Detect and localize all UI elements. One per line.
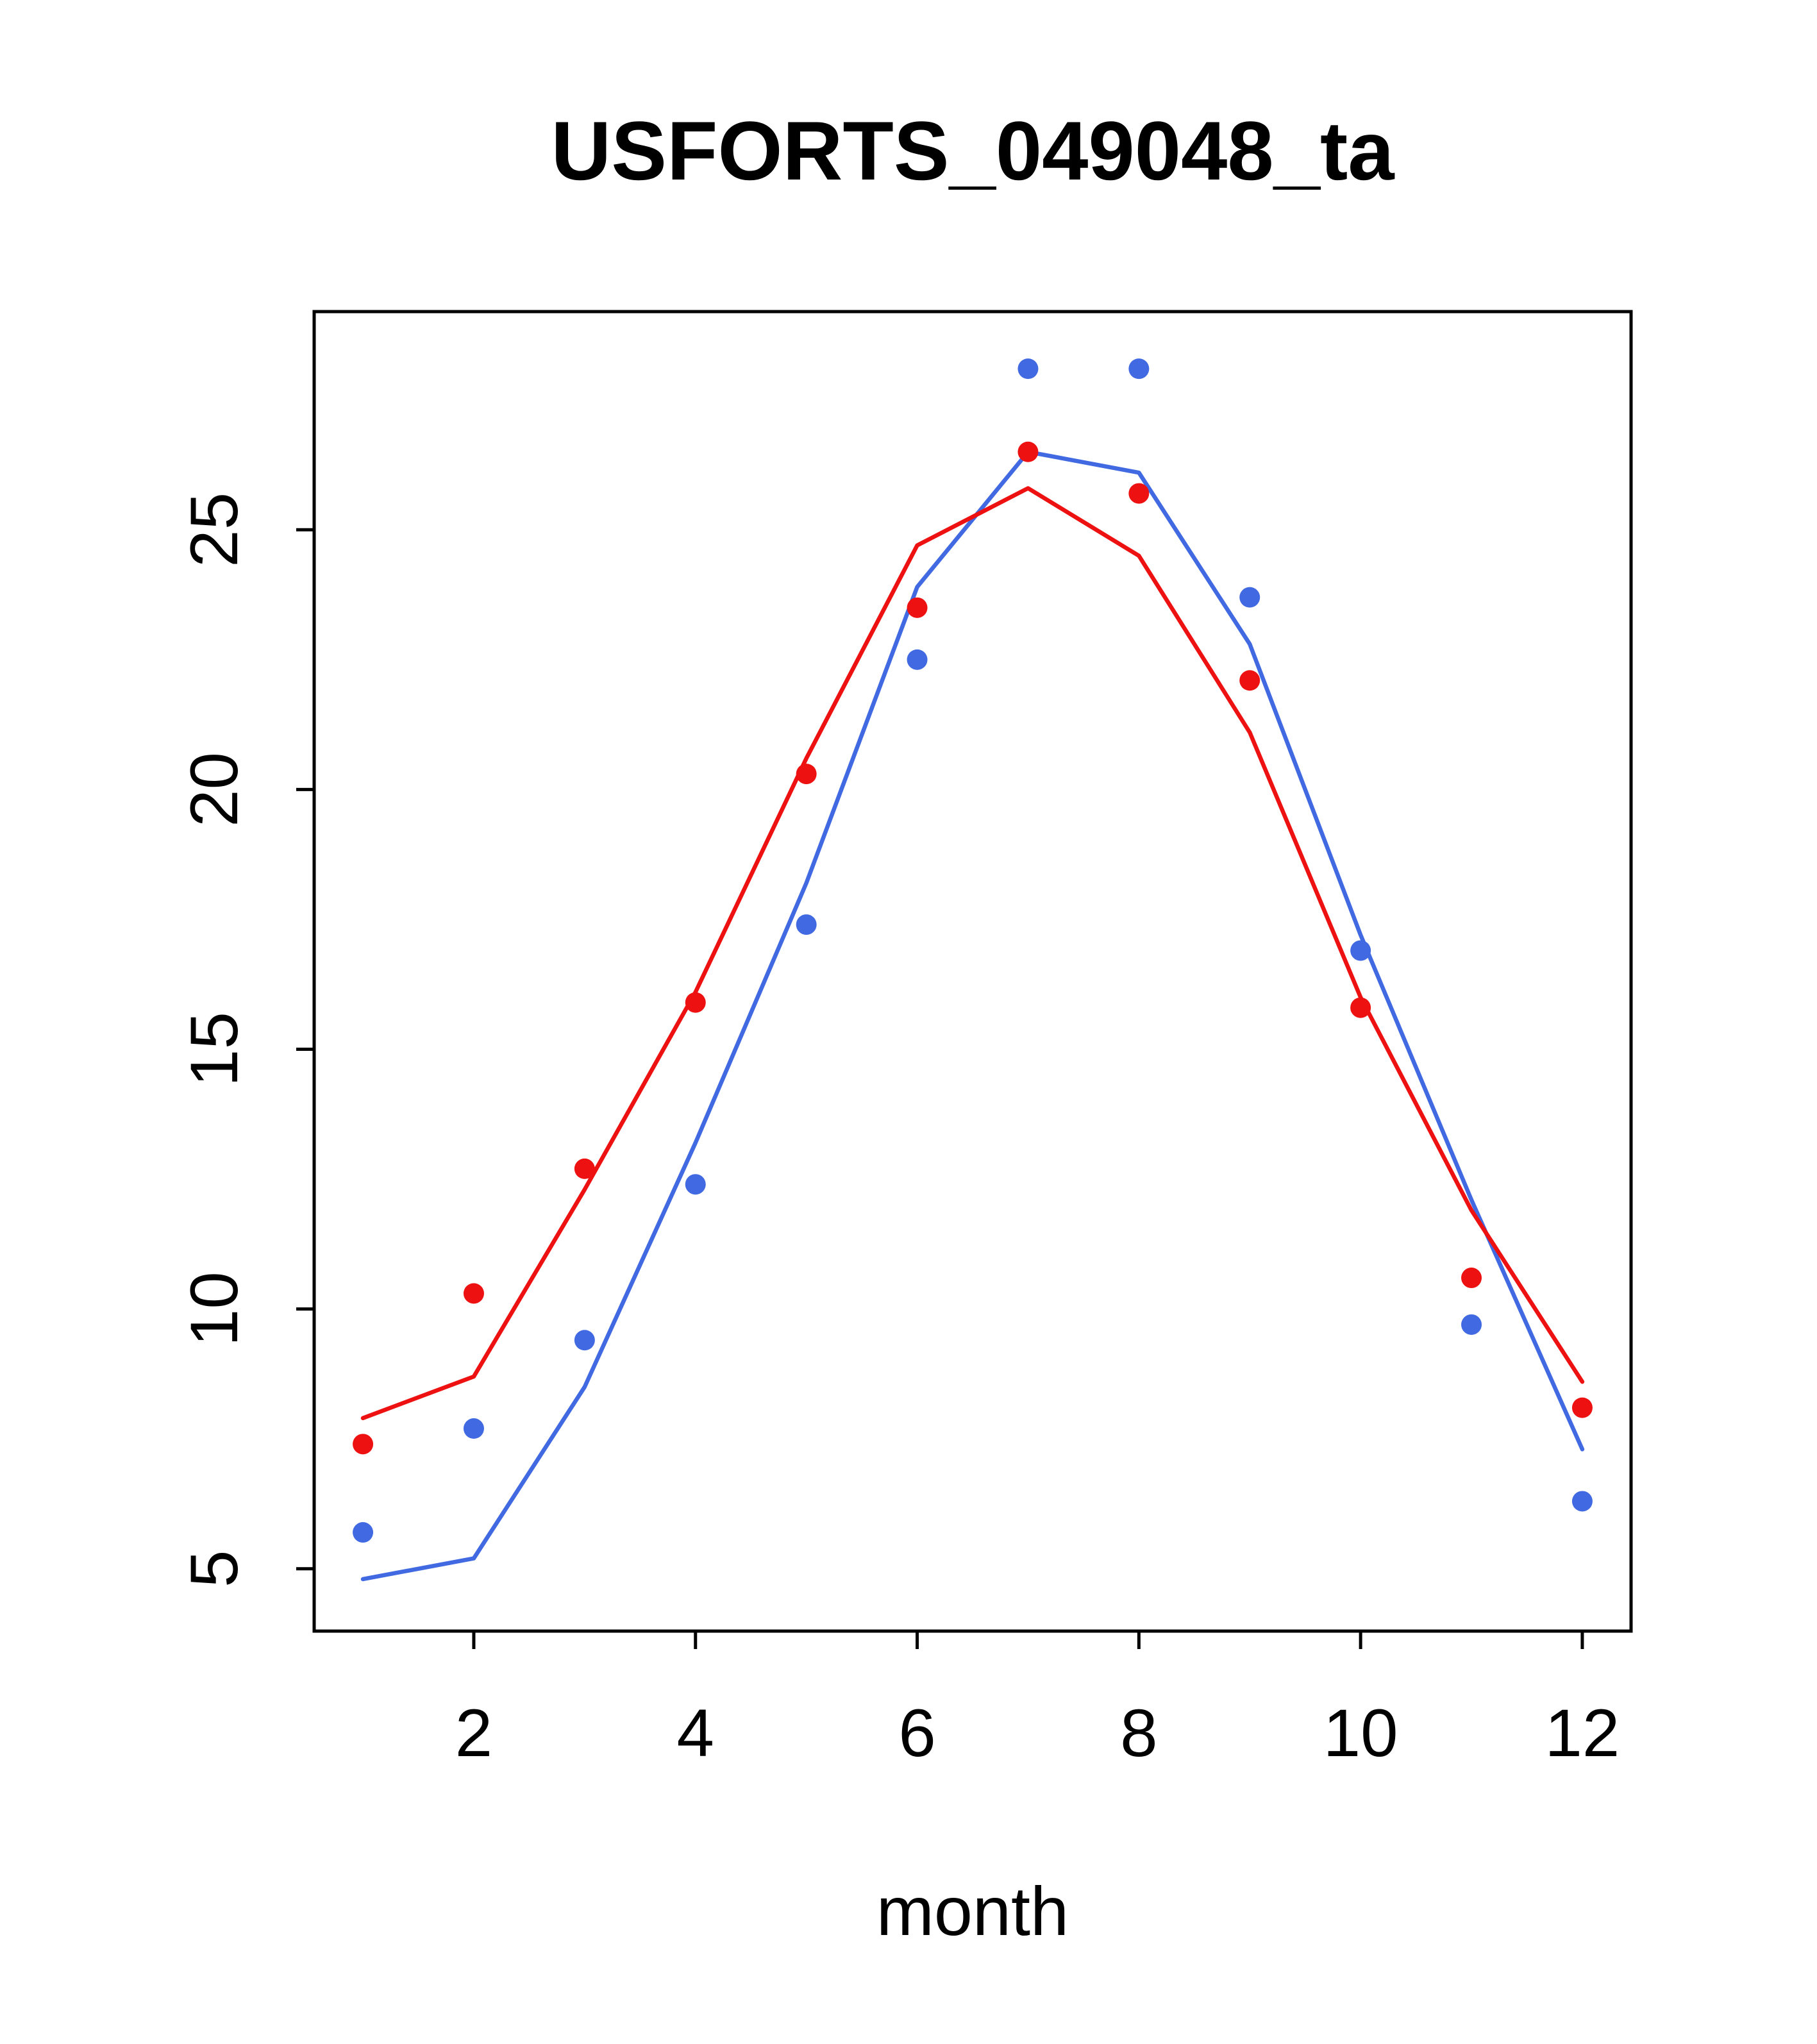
chart-title: USFORTS_049048_ta [551,104,1394,197]
x-tick-label: 10 [1323,1696,1398,1771]
y-tick-label: 10 [177,1271,252,1346]
blue-points-point [796,914,817,935]
red-points-point [1461,1268,1482,1289]
blue-points-point [907,649,928,670]
blue-points-point [574,1330,595,1351]
red-points-point [1571,1397,1593,1418]
blue-line [360,449,1585,1582]
red-points-point [1017,441,1039,462]
red-points-point [796,764,817,785]
blue-points-group [353,358,1593,1543]
red-points-point [907,597,928,618]
x-axis-label: month [876,1872,1069,1950]
x-tick-label: 4 [677,1696,714,1771]
red-points-point [1239,670,1260,691]
y-tick-label: 15 [177,1012,252,1087]
x-tick-label: 8 [1120,1696,1157,1771]
red-points-point [685,992,706,1013]
blue-points-point [1239,587,1260,608]
x-axis: 2 4 6 8 10 12 [455,1631,1620,1771]
blue-points-point [1571,1491,1593,1512]
red-line [360,486,1585,1421]
blue-line-group [360,449,1585,1582]
blue-points-point [1350,940,1371,961]
blue-points-point [353,1522,374,1543]
blue-points-point [1461,1314,1482,1335]
red-points-point [574,1158,595,1179]
x-tick-label: 2 [455,1696,492,1771]
y-axis: 5 10 15 20 25 [177,492,314,1587]
y-tick-label: 5 [177,1550,252,1587]
blue-points-point [463,1418,484,1439]
plot-box [312,310,1633,1633]
red-points-group [353,441,1593,1455]
red-line-group [360,486,1585,1421]
red-points-point [353,1434,374,1455]
blue-points-point [1017,358,1039,380]
red-points-point [1350,997,1371,1018]
y-tick-label: 20 [177,752,252,827]
red-points-point [1128,483,1150,504]
blue-points-point [685,1174,706,1195]
x-tick-label: 6 [898,1696,935,1771]
blue-points-point [1128,358,1150,380]
red-points-point [463,1283,484,1304]
x-tick-label: 12 [1545,1696,1620,1771]
y-tick-label: 25 [177,492,252,567]
